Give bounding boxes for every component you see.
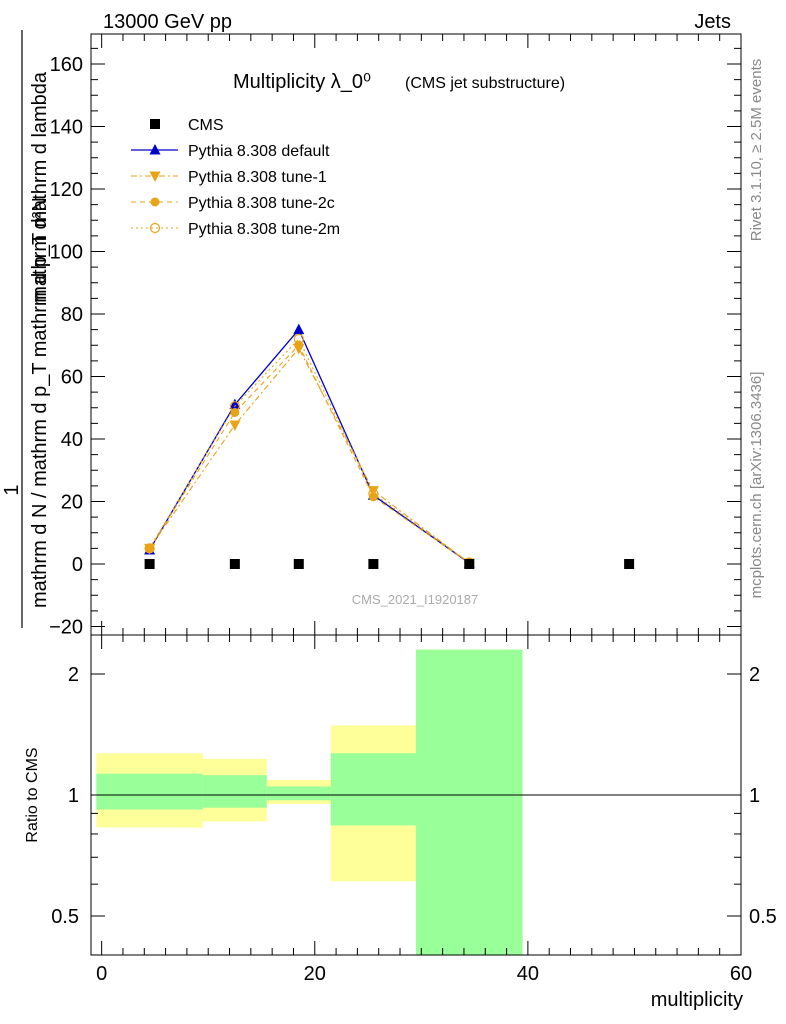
main-axis-ticks: −20 0 20 40 60 80 100 120 140 160 bbox=[49, 34, 742, 639]
ratio-plot-panel: 0.5 0.51 12 20 20 40 60 Ratio to CMS multiplic… bbox=[24, 634, 777, 1011]
ratio-xtick-label: 40 bbox=[517, 963, 539, 985]
legend-marker-pythia-8-308-tune-1 bbox=[149, 171, 161, 182]
data-point-cms bbox=[624, 559, 635, 569]
legend-label-pythia-8-308-tune-2c: Pythia 8.308 tune-2c bbox=[188, 195, 335, 212]
series-line-pythia-8-308-tune-2m bbox=[149, 338, 470, 563]
legend-marker-cms bbox=[150, 119, 160, 129]
data-point-pythia-8-308-tune-2c bbox=[368, 492, 378, 502]
ratio-plot-frame bbox=[90, 634, 742, 956]
main-ylabel-top: mathrm d²N bbox=[29, 197, 51, 303]
main-ytick-label: −20 bbox=[49, 617, 83, 639]
main-ytick-label: 20 bbox=[61, 492, 83, 514]
ratio-xlabel: multiplicity bbox=[651, 989, 743, 1011]
main-ytick-label: 40 bbox=[61, 429, 83, 451]
data-point-cms bbox=[229, 559, 240, 569]
ratio-ytick-label: 0.5 bbox=[51, 906, 79, 928]
legend-label-pythia-8-308-tune-1: Pythia 8.308 tune-1 bbox=[188, 169, 327, 186]
ratio-ytick-label-right: 0.5 bbox=[749, 906, 777, 928]
series-line-pythia-8-308-tune-1 bbox=[149, 347, 470, 564]
data-point-pythia-8-308-default bbox=[293, 323, 305, 335]
data-point-pythia-8-308-default bbox=[229, 398, 241, 410]
data-point-cms bbox=[293, 559, 304, 569]
header-energy-label: 13000 GeV pp bbox=[103, 11, 232, 33]
main-ylabel-numerator: 1 bbox=[1, 484, 23, 495]
analysis-watermark: CMS_2021_I1920187 bbox=[352, 592, 479, 607]
data-point-pythia-8-308-tune-2m bbox=[368, 488, 379, 499]
main-ylabel-denominator: mathrm d N / mathrm d p_T mathrm d p_T m… bbox=[29, 71, 51, 608]
mcplots-reference-label: mcplots.cern.ch [arXiv:1306.3436] bbox=[748, 372, 765, 599]
data-point-pythia-8-308-tune-2m bbox=[144, 543, 155, 554]
legend-label-pythia-8-308-default: Pythia 8.308 default bbox=[188, 143, 330, 160]
header-jets-label: Jets bbox=[694, 11, 731, 33]
ratio-band-inner bbox=[202, 775, 267, 808]
legend-label-cms: CMS bbox=[188, 117, 224, 134]
data-point-pythia-8-308-tune-1 bbox=[367, 486, 379, 497]
legend-label-pythia-8-308-tune-2m: Pythia 8.308 tune-2m bbox=[188, 221, 340, 238]
rivet-version-label: Rivet 3.1.10, ≥ 2.5M events bbox=[748, 59, 765, 242]
data-point-cms bbox=[144, 559, 155, 569]
ratio-ylabel: Ratio to CMS bbox=[24, 747, 41, 842]
main-ytick-label: 140 bbox=[50, 117, 83, 139]
data-point-pythia-8-308-tune-2m bbox=[293, 333, 304, 345]
series-line-pythia-8-308-default bbox=[149, 328, 470, 564]
ratio-band-inner bbox=[96, 773, 203, 810]
series-line-pythia-8-308-tune-2c bbox=[149, 344, 470, 564]
ratio-band-inner bbox=[330, 753, 416, 826]
ratio-ytick-label-right: 1 bbox=[749, 785, 760, 807]
legend-marker-pythia-8-308-tune-2c bbox=[150, 197, 160, 207]
ratio-ytick-label-right: 2 bbox=[749, 664, 760, 686]
main-ytick-label: 120 bbox=[50, 179, 83, 201]
ratio-bands-layer bbox=[96, 649, 523, 955]
legend-marker-pythia-8-308-default bbox=[149, 144, 161, 155]
data-point-pythia-8-308-tune-1 bbox=[229, 420, 241, 431]
chart-title: Multiplicity λ_0⁰ bbox=[233, 71, 371, 93]
main-ytick-label: 80 bbox=[61, 304, 83, 326]
data-point-pythia-8-308-tune-2m bbox=[229, 401, 240, 412]
data-point-cms bbox=[464, 559, 475, 569]
legend-marker-pythia-8-308-tune-2m bbox=[149, 222, 161, 234]
chart-subtitle: (CMS jet substructure) bbox=[405, 75, 565, 92]
ratio-xtick-label: 0 bbox=[96, 963, 107, 985]
ratio-xtick-label: 60 bbox=[730, 963, 752, 985]
data-point-cms bbox=[368, 559, 379, 569]
main-ytick-label: 160 bbox=[50, 54, 83, 76]
main-ytick-label: 100 bbox=[50, 242, 83, 264]
main-ytick-label: 60 bbox=[61, 367, 83, 389]
main-plot-panel: −20 0 20 40 60 80 100 120 140 160 Multiplicity λ_… bbox=[1, 30, 742, 639]
ratio-band-inner bbox=[266, 786, 331, 801]
main-series-layer bbox=[144, 323, 635, 570]
ratio-ytick-label: 1 bbox=[68, 785, 79, 807]
legend: CMS Pythia 8.308 default Pythia 8.308 tune… bbox=[131, 117, 340, 238]
main-ytick-label: 0 bbox=[72, 554, 83, 576]
ratio-xtick-label: 20 bbox=[304, 963, 326, 985]
ratio-band-inner bbox=[416, 649, 523, 955]
ratio-ytick-label: 2 bbox=[68, 664, 79, 686]
